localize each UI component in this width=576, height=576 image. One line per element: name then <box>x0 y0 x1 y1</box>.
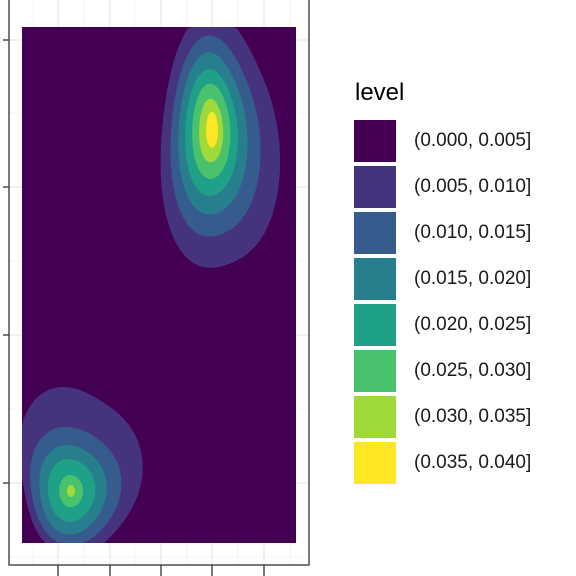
legend-swatch <box>354 350 396 392</box>
legend-item: (0.000, 0.005] <box>354 118 576 164</box>
legend-label: (0.035, 0.040] <box>414 452 532 473</box>
legend-label: (0.020, 0.025] <box>414 314 532 335</box>
legend-swatch <box>354 442 396 484</box>
legend-label: (0.010, 0.015] <box>414 222 532 243</box>
legend: level (0.000, 0.005] (0.005, 0.010] (0.010… <box>354 78 576 486</box>
legend-label: (0.025, 0.030] <box>414 360 532 381</box>
legend-swatch <box>354 304 396 346</box>
legend-swatch <box>354 120 396 162</box>
legend-items: (0.000, 0.005] (0.005, 0.010] (0.010, 0.01… <box>354 118 576 486</box>
legend-swatch <box>354 166 396 208</box>
plot-panel-border <box>8 0 310 566</box>
contour-band-upper-level-7 <box>206 111 219 148</box>
legend-swatch <box>354 396 396 438</box>
legend-item: (0.020, 0.025] <box>354 302 576 348</box>
legend-swatch <box>354 258 396 300</box>
legend-item: (0.010, 0.015] <box>354 210 576 256</box>
legend-item: (0.005, 0.010] <box>354 164 576 210</box>
legend-item: (0.030, 0.035] <box>354 394 576 440</box>
legend-label: (0.000, 0.005] <box>414 130 532 151</box>
legend-item: (0.015, 0.020] <box>354 256 576 302</box>
legend-swatch <box>354 212 396 254</box>
axis-ticks <box>3 39 265 576</box>
legend-label: (0.005, 0.010] <box>414 176 532 197</box>
contour-band-lower-level-6 <box>67 485 75 497</box>
density-contour-bands <box>22 27 281 543</box>
legend-item: (0.025, 0.030] <box>354 348 576 394</box>
legend-label: (0.015, 0.020] <box>414 268 532 289</box>
legend-title: level <box>355 79 405 106</box>
legend-label: (0.030, 0.035] <box>414 406 532 427</box>
legend-item: (0.035, 0.040] <box>354 440 576 486</box>
